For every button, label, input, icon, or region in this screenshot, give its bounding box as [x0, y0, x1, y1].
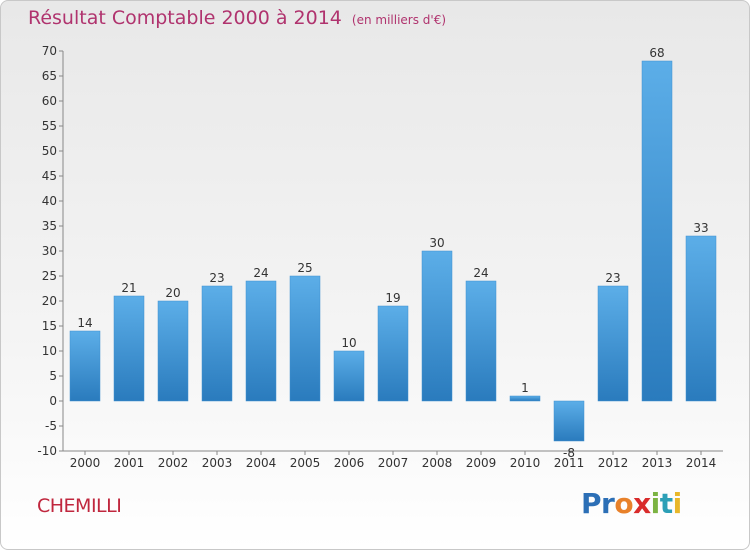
bar [553, 400, 585, 442]
bar [201, 285, 233, 402]
y-tick-label: -10 [37, 444, 57, 458]
y-tick-label: 40 [42, 194, 57, 208]
data-label: 23 [605, 271, 620, 285]
bar [377, 305, 409, 402]
bar [465, 280, 497, 402]
y-tick-label: 60 [42, 94, 57, 108]
data-label: 25 [297, 261, 312, 275]
x-tick-label: 2013 [642, 456, 673, 470]
data-label: 1 [521, 381, 529, 395]
x-tick-label: 2004 [246, 456, 277, 470]
bar [157, 300, 189, 402]
y-tick-label: 70 [42, 44, 57, 58]
y-tick-label: 25 [42, 269, 57, 283]
chart-title-unit: (en milliers d'€) [351, 13, 447, 27]
bar [641, 60, 673, 402]
data-label: 24 [253, 266, 268, 280]
bar [113, 295, 145, 402]
bar [421, 250, 453, 402]
logo-letter: x [633, 487, 651, 520]
chart-title: Résultat Comptable 2000 à 2014 (en millie… [28, 7, 446, 29]
bar [509, 395, 541, 402]
proxiti-logo: Proxiti [581, 487, 682, 520]
data-label: 19 [385, 291, 400, 305]
y-tick-label: -5 [45, 419, 57, 433]
y-tick-label: 10 [42, 344, 57, 358]
data-label: -8 [563, 446, 575, 460]
x-tick-label: 2007 [378, 456, 409, 470]
commune-name: CHEMILLI [37, 495, 122, 517]
y-tick-label: 5 [49, 369, 57, 383]
data-label: 10 [341, 336, 356, 350]
y-tick-label: 30 [42, 244, 57, 258]
y-tick-label: 35 [42, 219, 57, 233]
data-label: 30 [429, 236, 444, 250]
x-tick-label: 2014 [686, 456, 717, 470]
data-label: 33 [693, 221, 708, 235]
y-tick-label: 20 [42, 294, 57, 308]
x-tick-label: 2002 [158, 456, 189, 470]
y-tick-label: 65 [42, 69, 57, 83]
logo-letter: i [650, 487, 661, 520]
x-tick-label: 2003 [202, 456, 233, 470]
x-tick-label: 2012 [598, 456, 629, 470]
x-tick-label: 2009 [466, 456, 497, 470]
x-tick-label: 2000 [70, 456, 101, 470]
logo-letter: t [659, 487, 673, 520]
bar [685, 235, 717, 402]
logo-letter: i [672, 487, 683, 520]
y-tick-label: 15 [42, 319, 57, 333]
x-tick-label: 2006 [334, 456, 365, 470]
data-label: 24 [473, 266, 488, 280]
bar [333, 350, 365, 402]
bar [69, 330, 101, 402]
y-tick-label: 55 [42, 119, 57, 133]
data-label: 21 [121, 281, 136, 295]
data-label: 14 [77, 316, 92, 330]
x-tick-label: 2005 [290, 456, 321, 470]
x-tick-label: 2011 [554, 456, 585, 470]
logo-letter: o [614, 487, 634, 520]
x-tick-label: 2010 [510, 456, 541, 470]
y-tick-label: 0 [49, 394, 57, 408]
x-tick-label: 2001 [114, 456, 145, 470]
bar [289, 275, 321, 402]
data-label: 23 [209, 271, 224, 285]
bar [245, 280, 277, 402]
data-label: 68 [649, 46, 664, 60]
logo-letter: P [581, 487, 602, 520]
y-tick-label: 45 [42, 169, 57, 183]
chart-title-main: Résultat Comptable 2000 à 2014 [28, 7, 342, 29]
data-label: 20 [165, 286, 180, 300]
x-tick-label: 2008 [422, 456, 453, 470]
y-tick-label: 50 [42, 144, 57, 158]
logo-letter: r [601, 487, 615, 520]
bar [597, 285, 629, 402]
